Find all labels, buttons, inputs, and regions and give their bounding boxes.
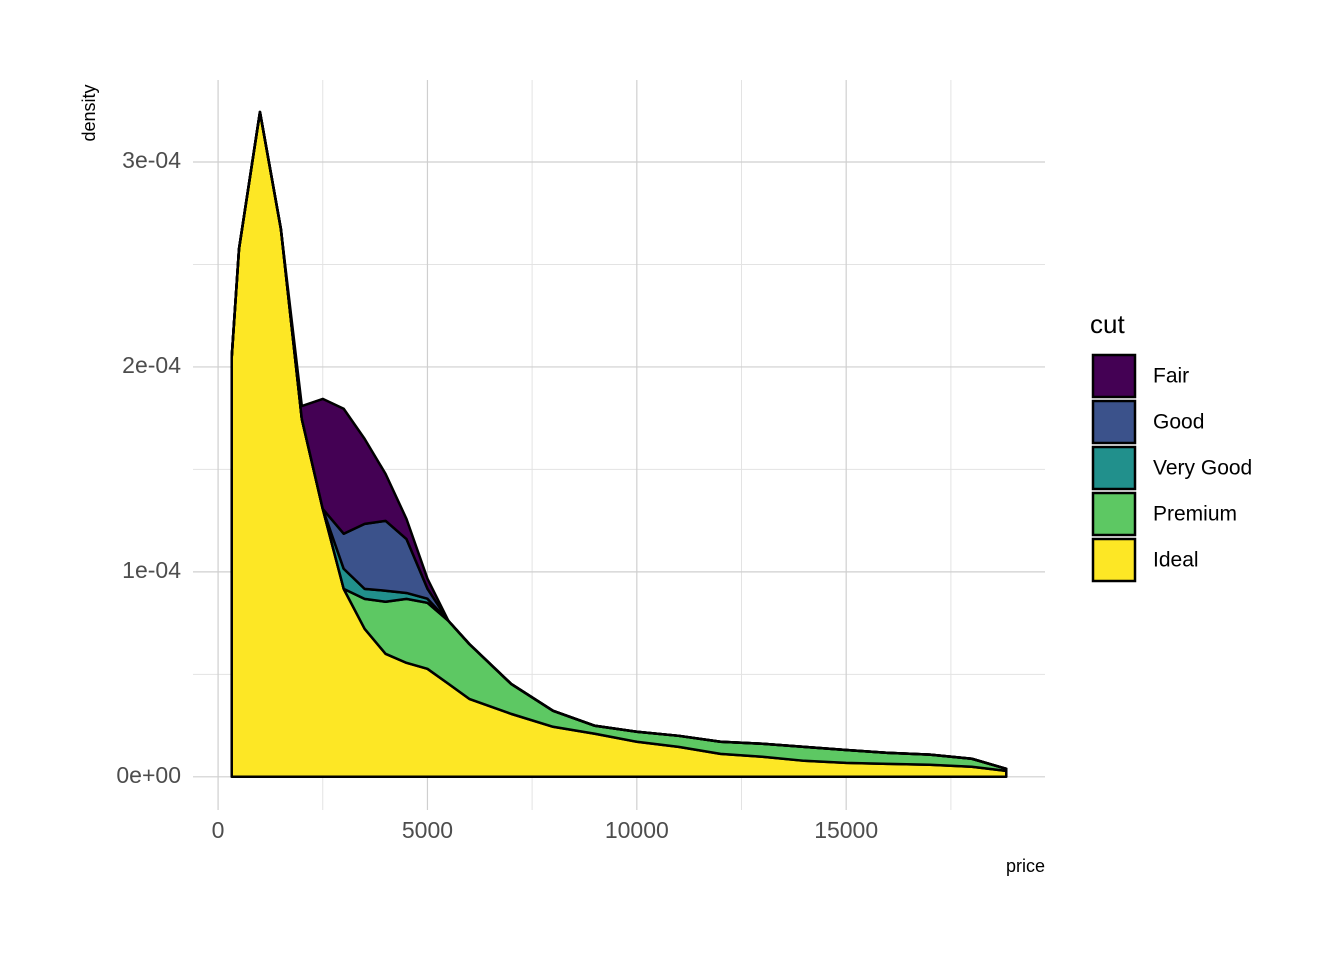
legend: Fair Good Very Good Premium Ideal [1091, 353, 1252, 583]
x-axis-label: price [1006, 856, 1045, 876]
x-tick-label: 15000 [814, 817, 878, 843]
x-tick-label: 0 [212, 817, 225, 843]
y-tick-label: 3e-04 [122, 147, 181, 173]
legend-key [1091, 445, 1137, 491]
legend-label: Good [1153, 411, 1204, 434]
labels: 0 5000 10000 15000 0e+00 1e-04 2e-04 3e-04 [116, 147, 878, 843]
y-tick-label: 2e-04 [122, 352, 181, 378]
x-tick-label: 5000 [402, 817, 453, 843]
legend-key [1091, 491, 1137, 537]
legend-key [1091, 353, 1137, 399]
legend-label: Premium [1153, 503, 1237, 526]
y-axis-label: density [79, 84, 99, 141]
legend-label: Very Good [1153, 457, 1252, 480]
y-tick-label: 0e+00 [116, 762, 181, 788]
density-area [230, 110, 1008, 771]
legend-label: Fair [1153, 365, 1189, 388]
x-tick-label: 10000 [605, 817, 669, 843]
legend-label: Ideal [1153, 549, 1199, 572]
legend-key [1091, 399, 1137, 445]
y-tick-label: 1e-04 [122, 557, 181, 583]
legend-key [1091, 537, 1137, 583]
areas [230, 110, 1008, 779]
legend-title: cut [1090, 309, 1125, 339]
